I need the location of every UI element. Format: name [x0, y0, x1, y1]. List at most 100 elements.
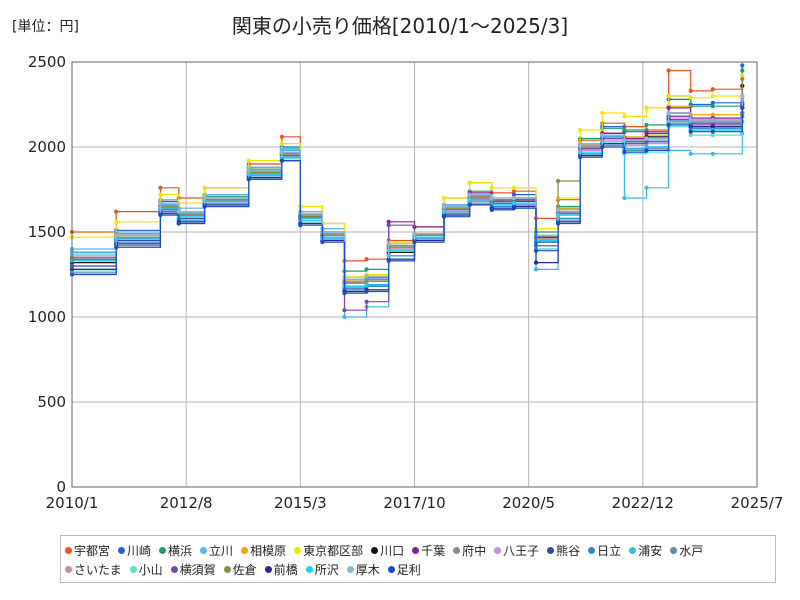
data-point: [441, 195, 447, 201]
data-point: [622, 195, 627, 201]
legend-label: 千葉: [421, 544, 446, 558]
legend-label: さいたま: [74, 563, 122, 577]
data-point: [644, 148, 649, 153]
legend-label: 足利: [396, 563, 421, 577]
legend-swatch: [223, 566, 231, 573]
data-point: [279, 141, 284, 146]
legend-swatch: [547, 547, 555, 554]
data-point: [114, 245, 119, 250]
data-point: [644, 185, 649, 190]
data-point: [412, 240, 417, 245]
y-tick-label: 2500: [28, 53, 66, 71]
legend-swatch: [159, 547, 167, 554]
data-point: [176, 221, 181, 226]
series-21: [69, 105, 745, 296]
x-tick-label: 2025/7: [731, 494, 784, 512]
legend-item: 浦安: [629, 541, 662, 560]
data-point: [710, 100, 715, 105]
data-point: [622, 138, 627, 143]
x-axis: 2010/1 2012/8 2015/3 2017/10 2020/5 2022/12 20…: [46, 494, 784, 512]
data-point: [386, 258, 391, 263]
data-point: [467, 192, 472, 197]
data-point: [364, 274, 369, 279]
data-point: [740, 105, 745, 110]
x-tick-label: 2017/10: [383, 494, 445, 512]
data-point: [622, 114, 627, 119]
y-tick-label: 2000: [28, 138, 66, 156]
data-point: [622, 127, 627, 133]
data-point: [710, 133, 715, 138]
data-point: [158, 192, 163, 197]
data-point: [441, 204, 447, 209]
legend-swatch: [387, 566, 395, 573]
data-point: [644, 122, 649, 127]
legend-label: 八王子: [503, 544, 540, 558]
data-point: [114, 209, 119, 214]
data-point: [441, 214, 447, 219]
legend-swatch: [346, 566, 354, 573]
data-point: [688, 129, 693, 134]
legend-label: 川崎: [127, 544, 152, 558]
legend-label: 前橋: [273, 563, 298, 577]
data-point: [740, 63, 745, 68]
data-point: [320, 240, 325, 245]
legend-item: 横浜: [159, 541, 192, 560]
data-point: [489, 185, 494, 190]
legend-swatch: [294, 547, 302, 554]
series-line: [72, 120, 743, 287]
legend-label: 浦安: [638, 544, 663, 558]
data-point: [710, 112, 715, 117]
legend-swatch: [629, 547, 637, 554]
legend-item: 八王子: [494, 541, 539, 560]
legend-label: 佐倉: [232, 563, 257, 577]
data-point: [114, 233, 119, 238]
data-point: [578, 127, 583, 133]
data-point: [364, 282, 369, 287]
data-point: [364, 299, 369, 304]
legend-item: 川口: [371, 541, 404, 560]
data-point: [622, 150, 627, 155]
x-tick-label: 2015/3: [274, 494, 327, 512]
data-point: [644, 139, 649, 144]
data-point: [600, 144, 605, 150]
x-tick-label: 2012/8: [160, 494, 213, 512]
legend-label: 所沢: [314, 563, 339, 577]
data-point: [511, 192, 516, 197]
legend-item: 宇都宮: [65, 541, 110, 560]
legend-item: 府中: [453, 541, 486, 560]
data-point: [533, 260, 539, 265]
data-point: [688, 95, 693, 100]
data-point: [114, 219, 119, 224]
legend-label: 小山: [138, 563, 163, 577]
legend-swatch: [170, 566, 178, 573]
legend-label: 水戸: [679, 544, 704, 558]
legend-swatch: [264, 566, 272, 573]
legend-item: 厚木: [346, 560, 380, 579]
legend-item: 相模原: [241, 541, 286, 560]
data-point: [710, 104, 715, 109]
x-tick-label: 2010/1: [46, 494, 99, 512]
data-point: [600, 133, 605, 138]
data-point: [489, 207, 494, 212]
x-tick-label: 2020/5: [502, 494, 555, 512]
data-point: [202, 195, 207, 201]
legend-label: 相模原: [250, 544, 287, 558]
x-tick-label: 2022/12: [612, 494, 674, 512]
legend-label: 厚木: [355, 563, 380, 577]
data-point: [710, 117, 715, 122]
data-point: [710, 124, 715, 129]
data-point: [578, 143, 583, 148]
y-axis: 0 500 1000 1500 2000 2500: [28, 53, 66, 496]
legend-label: 宇都宮: [74, 544, 111, 558]
legend-item: 足利: [387, 560, 421, 579]
data-point: [666, 68, 671, 73]
legend-swatch: [241, 547, 249, 554]
legend-label: 日立: [597, 544, 622, 558]
data-point: [556, 207, 561, 212]
legend-item: 熊谷: [547, 541, 580, 560]
data-point: [202, 185, 207, 190]
data-point: [511, 206, 516, 211]
data-point: [158, 212, 163, 218]
data-point: [386, 223, 391, 228]
